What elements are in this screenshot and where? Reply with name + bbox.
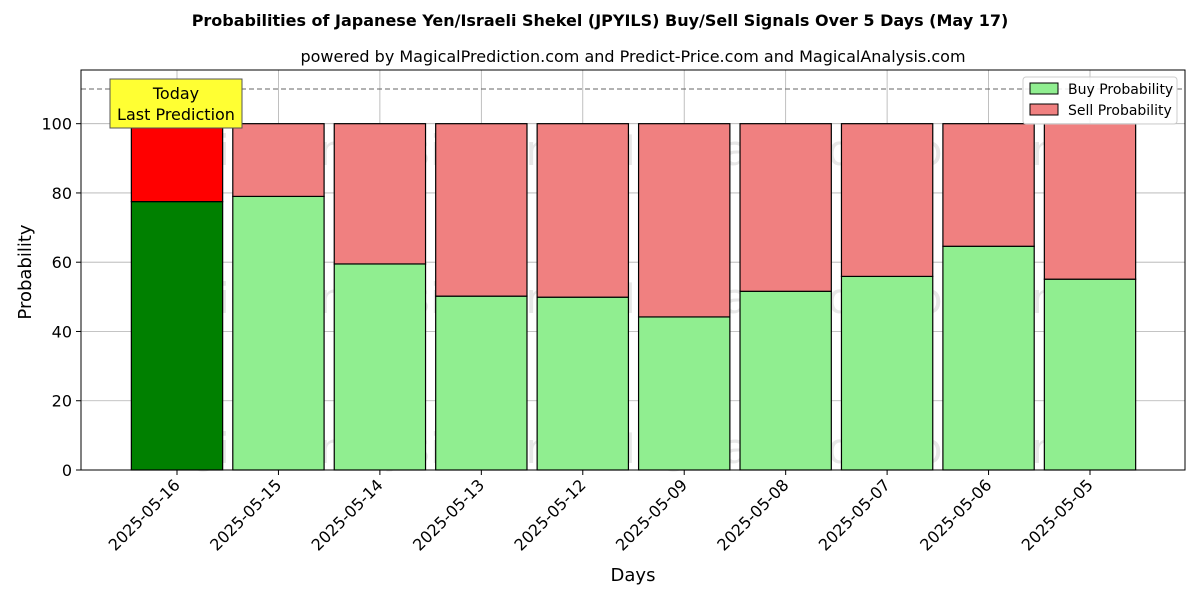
x-tick-label: 2025-05-16 [105,475,184,554]
bar-buy-2025-05-15 [232,195,325,471]
bar-buy-2025-05-12 [536,296,630,471]
bar-sell-2025-05-06 [942,123,1035,247]
bar-sell-2025-05-05 [1043,123,1137,280]
bar-buy-2025-05-07 [840,275,934,471]
bar-buy-2025-05-06 [942,245,1035,471]
chart-subtitle: powered by MagicalPrediction.com and Pre… [300,47,965,66]
bar-buy-2025-05-16 [130,201,224,471]
annotation-line-1: Today [152,84,199,103]
annotation-line-2: Last Prediction [117,105,235,124]
bar-buy-2025-05-08 [739,290,832,471]
y-tick-label: 60 [52,253,72,272]
bar-buy-2025-05-13 [435,295,528,471]
y-tick-label: 80 [52,184,72,203]
bar-sell-2025-05-14 [333,123,427,265]
chart-title: Probabilities of Japanese Yen/Israeli Sh… [192,11,1009,30]
bars [130,123,1137,471]
bar-sell-2025-05-12 [536,123,630,298]
legend-swatch-sell [1029,103,1059,116]
x-tick-label: 2025-05-14 [308,475,387,554]
x-axis-label: Days [611,565,656,586]
y-tick-label: 0 [62,461,72,480]
x-tick-label: 2025-05-09 [612,475,691,554]
plot-frame [80,69,1186,471]
y-tick-label: 40 [52,322,72,341]
x-tick-label: 2025-05-08 [713,475,792,554]
legend-box [1022,76,1178,125]
legend-label-buy: Buy Probability [1068,82,1173,98]
x-tick-label: 2025-05-07 [815,475,894,554]
bar-buy-2025-05-14 [333,263,427,471]
x-tick-label: 2025-05-15 [206,475,285,554]
legend-swatch-buy [1029,82,1059,95]
legend-label-sell: Sell Probability [1068,103,1172,119]
legend: Buy Probability Sell Probability [1022,76,1178,125]
x-tick-label: 2025-05-13 [409,475,488,554]
annotation-box [109,78,243,129]
y-axis-label: Probability [15,224,36,319]
bar-sell-2025-05-09 [637,123,731,318]
bar-sell-2025-05-08 [739,123,832,292]
bar-buy-2025-05-09 [637,316,731,471]
bar-sell-2025-05-15 [232,123,325,198]
bar-sell-2025-05-13 [435,123,528,297]
x-tick-label: 2025-05-12 [510,475,589,554]
bar-sell-2025-05-07 [840,123,934,278]
bar-sell-2025-05-16 [130,123,224,203]
x-tick-label: 2025-05-05 [1018,475,1097,554]
x-tick-label: 2025-05-06 [916,475,995,554]
bar-buy-2025-05-05 [1043,278,1137,471]
y-tick-label: 100 [41,115,72,134]
today-annotation: Today Last Prediction [109,78,243,129]
y-tick-label: 20 [52,392,72,411]
